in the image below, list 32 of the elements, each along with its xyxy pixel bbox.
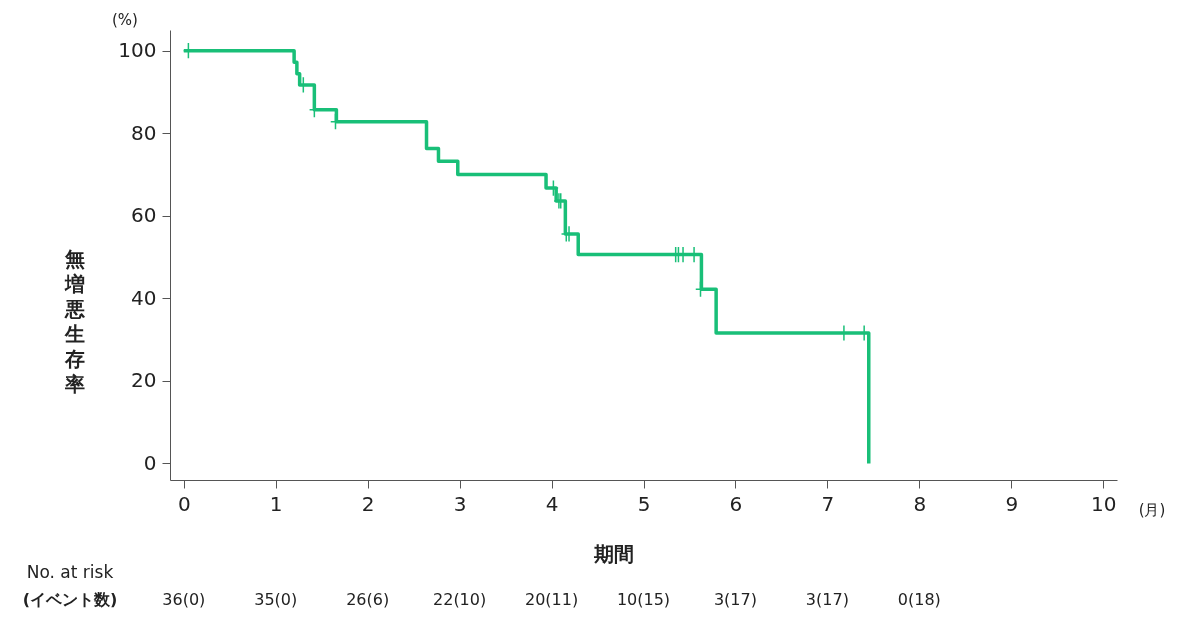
text: 3(17) — [805, 590, 849, 609]
x-tick-label: 6 — [729, 491, 743, 516]
text: 26(6) — [346, 590, 390, 609]
x-tick-label: 8 — [913, 491, 927, 516]
y-tick-label: 100 — [118, 38, 157, 63]
x-tick-label: 3 — [453, 491, 467, 516]
x-tick-label: 1 — [269, 491, 283, 516]
text: No. at risk — [26, 562, 114, 582]
y-axis-title: 無増悪生存率 — [64, 247, 85, 396]
text: (イベント数) — [22, 590, 118, 609]
text: 0(18) — [897, 590, 941, 609]
x-tick-label: 7 — [821, 491, 835, 516]
text: 22(10) — [433, 590, 487, 609]
text: 35(0) — [254, 590, 298, 609]
x-tick-label: 9 — [1005, 491, 1019, 516]
y-tick-label: 20 — [131, 368, 157, 393]
y-tick-label: 80 — [131, 120, 157, 145]
x-tick-label: 0 — [177, 491, 191, 516]
text: 10(15) — [616, 590, 671, 609]
x-tick-label: 5 — [637, 491, 651, 516]
x-axis-title: 期間 — [592, 542, 634, 566]
x-tick-label: 10 — [1090, 491, 1117, 516]
y-tick-label: 40 — [131, 285, 157, 310]
text: (%) — [112, 11, 138, 29]
x-tick-label: 4 — [545, 491, 559, 516]
text: 20(11) — [524, 590, 579, 609]
y-tick-label: 0 — [143, 450, 157, 475]
text: 3(17) — [713, 590, 757, 609]
text: (月) — [1138, 501, 1166, 519]
x-tick-label: 2 — [361, 491, 375, 516]
y-tick-label: 60 — [131, 203, 157, 228]
text: 36(0) — [162, 590, 206, 609]
